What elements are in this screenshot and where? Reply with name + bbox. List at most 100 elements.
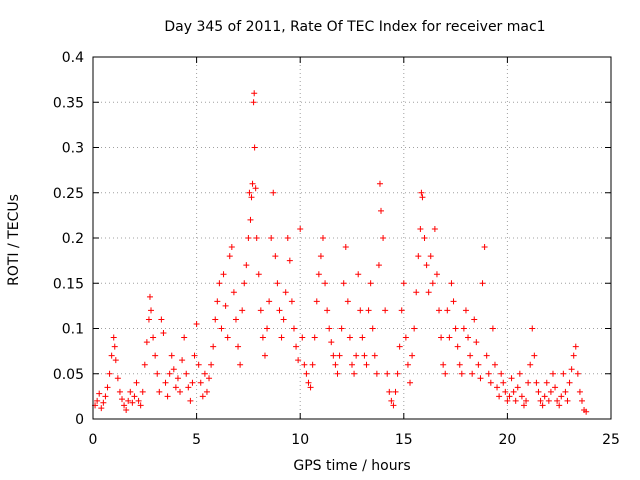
data-point bbox=[342, 244, 349, 251]
data-point bbox=[148, 307, 155, 314]
data-point bbox=[280, 316, 287, 323]
data-point bbox=[114, 375, 121, 382]
data-point bbox=[259, 334, 266, 341]
data-point bbox=[154, 370, 161, 377]
data-point bbox=[373, 370, 380, 377]
data-point bbox=[558, 393, 565, 400]
data-point bbox=[375, 262, 382, 269]
data-point bbox=[197, 379, 204, 386]
data-point bbox=[346, 334, 353, 341]
data-point bbox=[431, 225, 438, 232]
data-point bbox=[363, 361, 370, 368]
data-point bbox=[324, 307, 331, 314]
data-point bbox=[556, 402, 563, 409]
data-point bbox=[564, 397, 571, 404]
data-point bbox=[413, 289, 420, 296]
data-point bbox=[483, 352, 490, 359]
data-point bbox=[127, 388, 134, 395]
x-tick-label: 0 bbox=[89, 432, 98, 448]
data-point bbox=[351, 370, 358, 377]
data-point bbox=[108, 352, 115, 359]
data-point bbox=[247, 216, 254, 223]
data-point bbox=[520, 402, 527, 409]
data-point bbox=[328, 339, 335, 346]
data-point bbox=[382, 307, 389, 314]
data-point bbox=[334, 370, 341, 377]
data-point bbox=[199, 393, 206, 400]
data-point bbox=[257, 307, 264, 314]
data-point bbox=[535, 388, 542, 395]
data-point bbox=[491, 361, 498, 368]
data-point bbox=[332, 361, 339, 368]
data-point bbox=[131, 393, 138, 400]
data-point bbox=[293, 343, 300, 350]
data-point bbox=[415, 253, 422, 260]
data-point bbox=[438, 334, 445, 341]
data-point bbox=[537, 397, 544, 404]
data-point bbox=[187, 397, 194, 404]
data-point bbox=[315, 271, 322, 278]
data-point bbox=[409, 352, 416, 359]
data-point bbox=[433, 271, 440, 278]
data-point bbox=[309, 361, 316, 368]
data-point bbox=[272, 253, 279, 260]
data-point bbox=[462, 307, 469, 314]
data-point bbox=[319, 235, 326, 241]
data-point bbox=[429, 280, 436, 287]
data-point bbox=[270, 189, 277, 196]
data-point bbox=[454, 343, 461, 350]
data-point bbox=[245, 235, 252, 241]
data-point bbox=[487, 379, 494, 386]
data-point bbox=[141, 361, 148, 368]
data-point bbox=[496, 393, 503, 400]
data-point bbox=[241, 280, 248, 287]
data-point bbox=[255, 271, 262, 278]
data-point bbox=[436, 307, 443, 314]
y-tick-label: 0.15 bbox=[53, 276, 84, 292]
data-point bbox=[172, 384, 179, 391]
data-point bbox=[359, 334, 366, 341]
data-point bbox=[303, 370, 310, 377]
data-point bbox=[268, 235, 275, 241]
data-point bbox=[146, 293, 153, 300]
data-point bbox=[554, 397, 561, 404]
data-point bbox=[261, 352, 268, 359]
data-point bbox=[547, 388, 554, 395]
data-point bbox=[504, 397, 511, 404]
y-tick-label: 0 bbox=[75, 412, 84, 428]
data-point bbox=[456, 361, 463, 368]
data-point bbox=[489, 325, 496, 332]
data-point bbox=[574, 370, 581, 377]
data-point bbox=[494, 384, 501, 391]
data-point bbox=[237, 361, 244, 368]
data-point bbox=[160, 330, 167, 337]
data-point bbox=[226, 253, 233, 260]
data-point bbox=[222, 302, 229, 309]
data-points bbox=[92, 90, 590, 415]
data-point bbox=[250, 99, 257, 106]
data-point bbox=[129, 399, 136, 406]
data-point bbox=[475, 361, 482, 368]
data-point bbox=[344, 298, 351, 305]
data-point bbox=[251, 90, 258, 97]
data-point bbox=[322, 280, 329, 287]
data-point bbox=[365, 307, 372, 314]
data-point bbox=[278, 334, 285, 341]
data-point bbox=[156, 388, 163, 395]
data-point bbox=[446, 334, 453, 341]
data-point bbox=[239, 307, 246, 314]
data-point bbox=[533, 379, 540, 386]
data-point bbox=[201, 370, 208, 377]
data-point bbox=[552, 384, 559, 391]
data-point bbox=[216, 280, 223, 287]
data-point bbox=[276, 307, 283, 314]
data-point bbox=[98, 405, 105, 412]
data-point bbox=[152, 352, 159, 359]
data-point bbox=[539, 402, 546, 409]
data-point bbox=[338, 325, 345, 332]
data-point bbox=[562, 388, 569, 395]
data-point bbox=[523, 397, 530, 404]
data-point bbox=[104, 384, 111, 391]
data-point bbox=[545, 397, 552, 404]
